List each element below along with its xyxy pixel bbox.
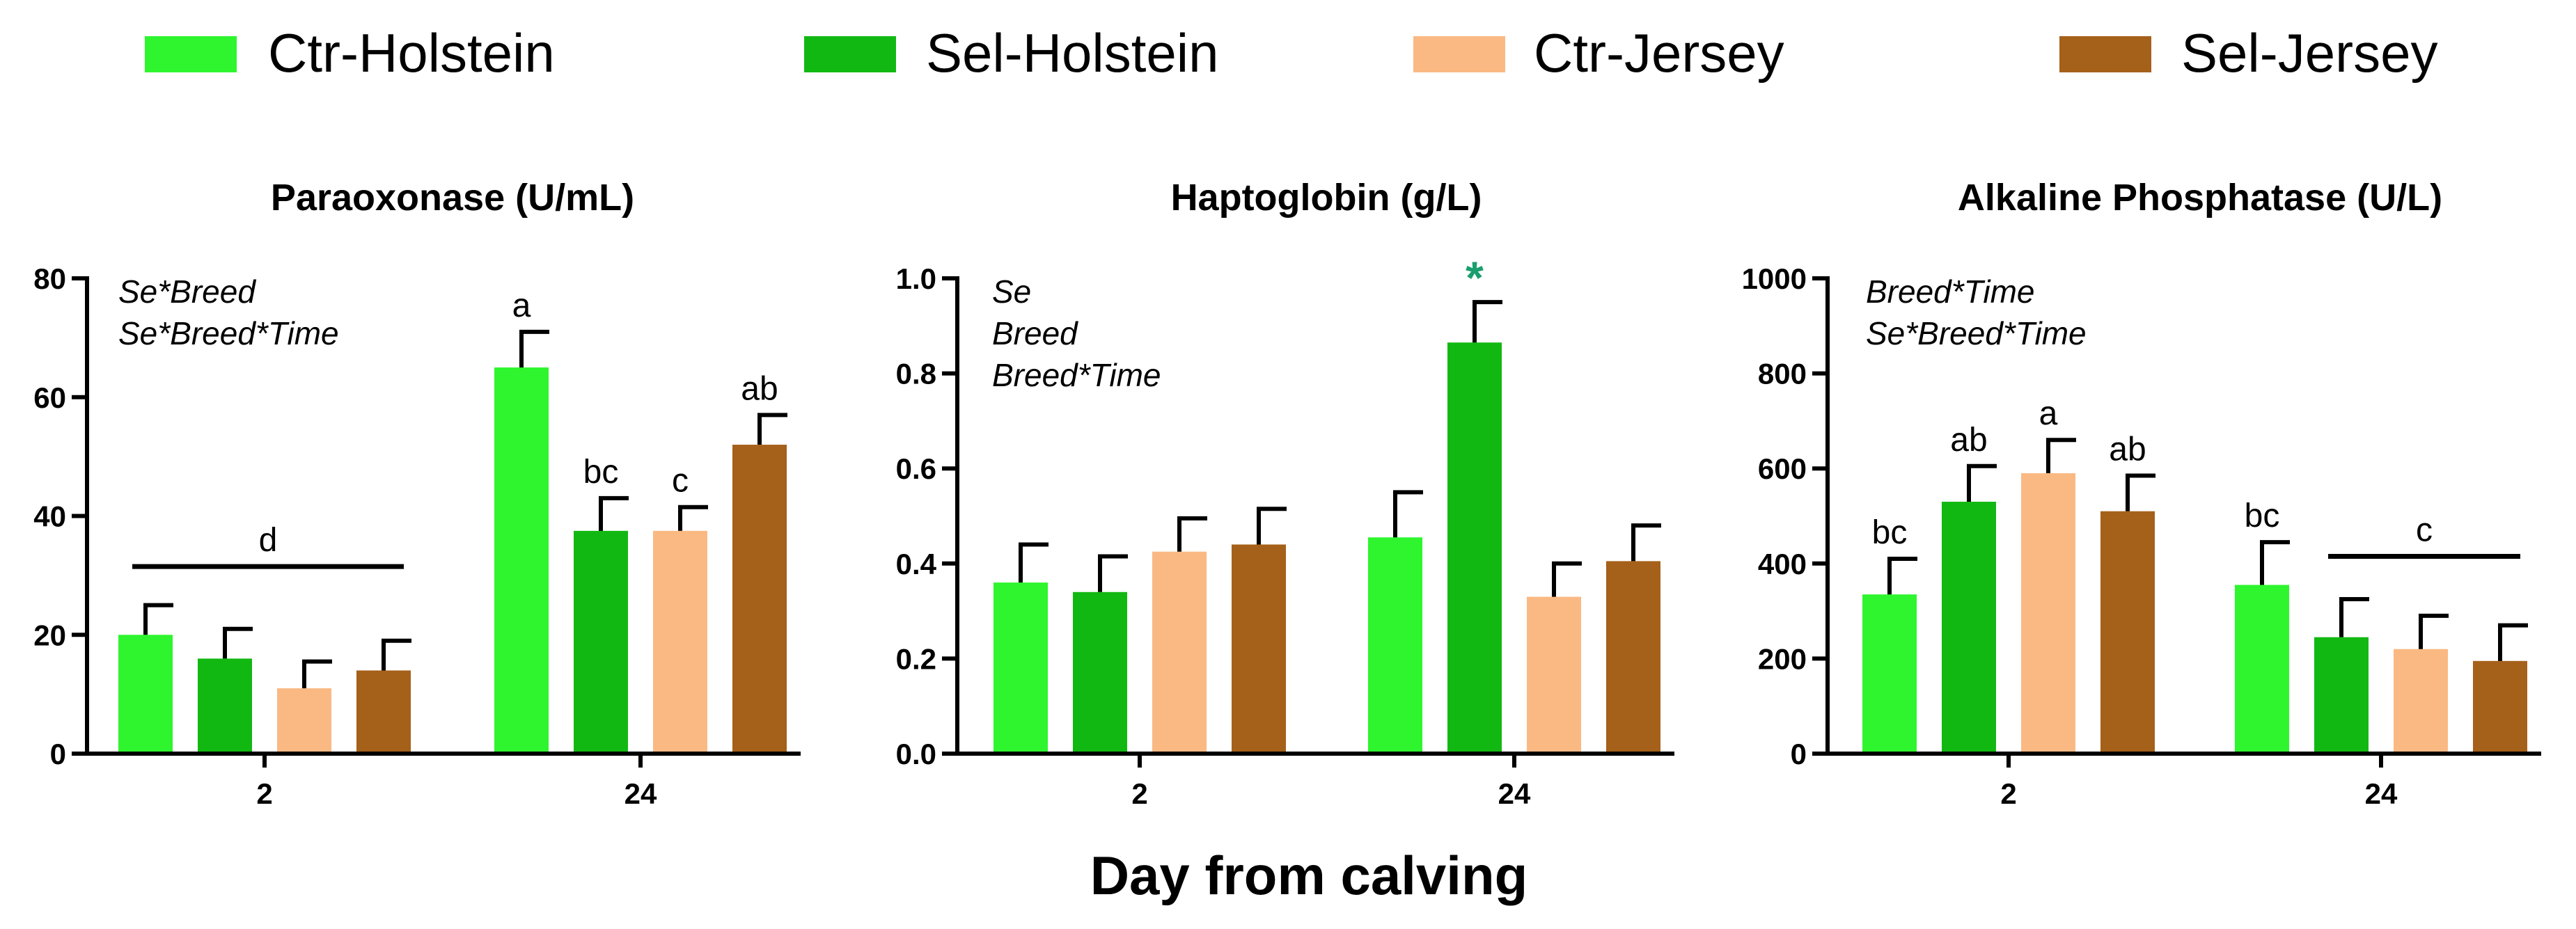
effect-annotation: Se <box>992 273 1031 310</box>
legend-label-1: Ctr-Holstein <box>268 22 555 84</box>
significance-star: * <box>1466 252 1484 303</box>
bar-sel-holstein-day24 <box>1447 342 1502 754</box>
y-tick-label: 0 <box>50 738 66 770</box>
bar-ctr-holstein-day24 <box>494 367 549 754</box>
significance-letter: c <box>672 463 689 500</box>
bar-ctr-holstein-day2 <box>1862 594 1917 754</box>
bar-ctr-jersey-day24 <box>1527 596 1581 754</box>
bar-ctr-jersey-day2 <box>1152 551 1207 754</box>
y-tick-label: 0.6 <box>896 452 936 485</box>
y-tick-label: 0.0 <box>896 738 936 770</box>
y-tick-label: 60 <box>33 381 66 414</box>
x-tick-label: 24 <box>2365 777 2398 810</box>
effect-annotation: Se*Breed <box>118 273 256 310</box>
legend-label-4: Sel-Jersey <box>2181 22 2437 84</box>
group-bracket-label: c <box>2416 512 2433 549</box>
x-tick-label: 24 <box>1498 777 1531 810</box>
effect-annotation: Se*Breed*Time <box>1866 315 2087 351</box>
significance-letter: a <box>512 287 531 324</box>
bar-ctr-holstein-day2 <box>118 635 173 754</box>
legend: Ctr-Holstein Sel-Holstein Ctr-Jersey Sel-Je… <box>145 22 2437 84</box>
significance-letter: a <box>2039 395 2058 432</box>
significance-letter: ab <box>741 370 778 407</box>
chart-panels: Paraoxonase (U/mL)Se*BreedSe*Breed*Timea… <box>33 177 2541 810</box>
y-tick-label: 200 <box>1758 642 1807 675</box>
y-tick-label: 1000 <box>1742 262 1807 295</box>
significance-letter: bc <box>583 454 619 491</box>
bar-ctr-jersey-day2 <box>277 688 331 754</box>
y-tick-label: 0.8 <box>896 358 936 390</box>
y-tick-label: 80 <box>33 262 66 295</box>
x-tick-label: 2 <box>2000 777 2016 810</box>
legend-label-2: Sel-Holstein <box>926 22 1219 84</box>
bar-sel-holstein-day24 <box>574 530 628 754</box>
bar-sel-holstein-day2 <box>198 658 252 754</box>
bar-ctr-jersey-day2 <box>2021 473 2075 754</box>
x-tick-label: 2 <box>1131 777 1147 810</box>
bar-ctr-holstein-day24 <box>2235 585 2289 754</box>
chart-title: Alkaline Phosphatase (U/L) <box>1958 177 2442 219</box>
chart-title: Paraoxonase (U/mL) <box>271 177 634 219</box>
effect-annotation: Breed*Time <box>992 357 1161 393</box>
effect-annotation: Breed*Time <box>1866 273 2034 310</box>
significance-letter: ab <box>2109 431 2146 468</box>
legend-label-3: Ctr-Jersey <box>1534 22 1784 84</box>
bar-sel-holstein-day2 <box>1942 502 1996 754</box>
legend-swatch-2 <box>804 36 896 72</box>
y-tick-label: 0.4 <box>896 548 937 580</box>
group-bracket-label: d <box>259 522 278 559</box>
effect-annotation: Se*Breed*Time <box>118 315 339 351</box>
bar-ctr-jersey-day24 <box>653 530 707 754</box>
legend-swatch-3 <box>1413 36 1505 72</box>
bar-sel-jersey-day2 <box>1232 544 1286 754</box>
bar-sel-holstein-day24 <box>2314 637 2369 754</box>
y-tick-label: 40 <box>33 500 66 533</box>
significance-letter: ab <box>1950 422 1987 459</box>
bar-sel-jersey-day2 <box>2100 511 2155 754</box>
chart-panel-1: Paraoxonase (U/mL) Se*Breed Se*Breed*Time a… <box>33 177 801 810</box>
bar-sel-jersey-day2 <box>356 670 411 754</box>
y-tick-label: 600 <box>1758 452 1807 485</box>
bar-ctr-holstein-day24 <box>1368 537 1422 754</box>
y-tick-label: 20 <box>33 619 66 651</box>
x-tick-label: 2 <box>256 777 272 810</box>
bar-ctr-holstein-day2 <box>994 582 1048 754</box>
bar-sel-jersey-day24 <box>732 445 787 754</box>
x-axis-label: Day from calving <box>1090 845 1528 906</box>
bar-ctr-jersey-day24 <box>2394 649 2448 754</box>
y-tick-label: 0.2 <box>896 642 936 675</box>
significance-letter: bc <box>1872 514 1908 551</box>
bar-sel-jersey-day24 <box>2473 660 2527 754</box>
y-tick-label: 0 <box>1791 738 1807 770</box>
chart-panel-3: Alkaline Phosphatase (U/L) Breed*Time Se*B… <box>1742 177 2541 810</box>
chart-panel-2: Haptoglobin (g/L) Se Breed Breed*Time * 0.0 0.… <box>896 177 1674 810</box>
y-tick-label: 1.0 <box>896 262 936 295</box>
legend-swatch-4 <box>2059 36 2151 72</box>
bar-sel-jersey-day24 <box>1606 561 1660 754</box>
chart-title: Haptoglobin (g/L) <box>1171 177 1482 219</box>
effect-annotation: Breed <box>992 315 1078 351</box>
legend-swatch-1 <box>145 36 237 72</box>
bar-sel-holstein-day2 <box>1073 591 1127 754</box>
significance-letter: bc <box>2245 498 2280 534</box>
y-tick-label: 400 <box>1758 548 1807 580</box>
y-tick-label: 800 <box>1758 358 1807 390</box>
x-tick-label: 24 <box>625 777 657 810</box>
